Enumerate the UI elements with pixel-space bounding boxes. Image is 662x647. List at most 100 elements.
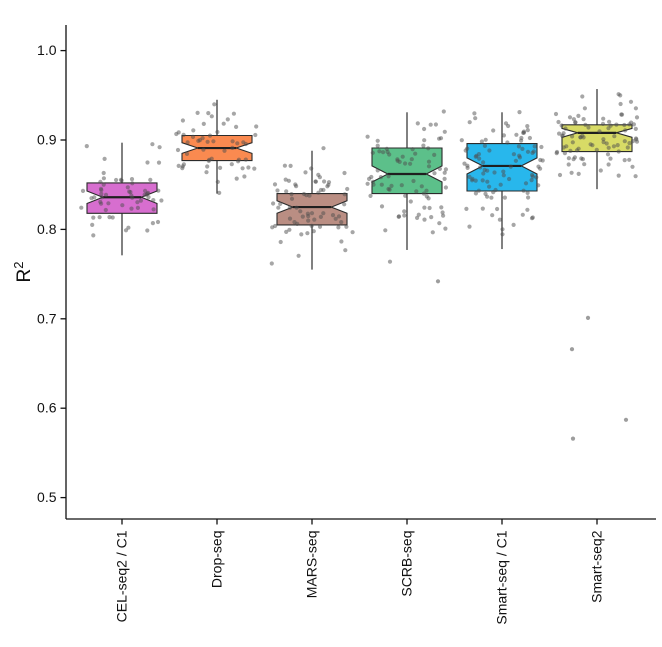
data-point <box>424 194 429 199</box>
data-point <box>295 221 300 226</box>
data-point <box>408 199 413 204</box>
data-point <box>583 122 588 127</box>
jitter-points <box>459 110 545 237</box>
data-point <box>521 188 526 193</box>
data-point <box>156 188 161 193</box>
data-point <box>156 160 162 165</box>
data-point <box>299 232 304 237</box>
data-point <box>586 125 591 130</box>
data-point <box>284 229 289 234</box>
data-point <box>180 118 185 123</box>
data-point <box>317 175 322 180</box>
data-point <box>211 139 216 144</box>
data-point <box>98 186 104 191</box>
data-point <box>235 141 240 146</box>
data-point <box>126 225 131 230</box>
data-point <box>135 205 140 210</box>
data-point <box>209 114 214 119</box>
data-point <box>322 179 327 184</box>
data-point <box>441 213 446 218</box>
data-point <box>483 137 488 142</box>
data-point <box>487 148 492 153</box>
data-point <box>205 164 210 169</box>
data-point <box>442 129 447 134</box>
data-point <box>480 178 485 183</box>
data-point <box>253 132 258 138</box>
data-point <box>395 157 400 162</box>
data-point <box>157 145 162 150</box>
x-category-label-cel-seq2-c1: CEL-seq2 / C1 <box>114 530 130 622</box>
data-point <box>630 164 635 169</box>
x-category-label-smart-seq2: Smart-seq2 <box>589 530 605 603</box>
data-point <box>540 158 545 163</box>
data-point <box>269 261 274 266</box>
x-category-label-scrb-seq: SCRB-seq <box>399 531 415 597</box>
data-point <box>628 99 634 104</box>
data-point <box>312 217 317 222</box>
data-point <box>622 158 627 163</box>
data-point <box>485 179 490 184</box>
data-point <box>287 216 293 221</box>
data-point <box>196 138 201 143</box>
data-point <box>185 140 190 145</box>
data-point <box>91 233 96 238</box>
data-point <box>573 120 578 125</box>
outlier-point <box>569 347 575 352</box>
data-point <box>439 205 444 210</box>
data-point <box>606 126 611 131</box>
data-point <box>459 138 464 143</box>
data-point <box>336 214 342 219</box>
data-point <box>532 144 537 149</box>
data-point <box>176 130 181 135</box>
data-point <box>495 206 500 212</box>
data-point <box>381 150 386 155</box>
data-point <box>556 119 561 125</box>
data-point <box>622 122 627 128</box>
data-point <box>151 198 156 203</box>
data-point <box>630 139 636 144</box>
data-point <box>527 135 533 141</box>
data-point <box>559 123 564 128</box>
data-point <box>538 166 543 171</box>
data-point <box>482 167 487 172</box>
data-point <box>581 117 586 122</box>
data-point <box>501 173 506 178</box>
data-point <box>411 178 416 184</box>
data-point <box>413 151 418 156</box>
data-point <box>97 215 102 220</box>
data-point <box>539 144 544 150</box>
data-point <box>84 144 89 149</box>
data-point <box>234 124 239 129</box>
data-point <box>106 201 111 206</box>
data-point <box>501 169 506 174</box>
data-point <box>273 223 278 229</box>
data-point <box>574 148 580 153</box>
data-point <box>607 119 612 124</box>
data-point <box>313 179 318 184</box>
data-point <box>375 138 380 143</box>
data-point <box>421 143 426 148</box>
data-point <box>432 152 437 157</box>
data-point <box>201 121 206 126</box>
data-point <box>402 213 407 218</box>
data-point <box>580 94 585 99</box>
data-point <box>507 176 512 182</box>
data-point <box>89 196 94 201</box>
data-point <box>470 178 475 183</box>
data-point <box>306 218 311 223</box>
x-category-label-mars-seq: MARS-seq <box>304 531 320 599</box>
data-point <box>240 166 245 171</box>
data-point <box>342 170 347 176</box>
data-point <box>339 220 344 225</box>
x-category-label-smart-seq-c1: Smart-seq / C1 <box>494 530 510 624</box>
y-tick-label: 0.6 <box>37 400 57 416</box>
data-point <box>492 170 497 175</box>
data-point <box>283 177 288 182</box>
data-point <box>204 170 209 175</box>
data-point <box>513 158 519 163</box>
data-point <box>287 205 292 210</box>
data-point <box>443 167 448 172</box>
data-point <box>525 124 530 129</box>
data-point <box>414 189 419 194</box>
